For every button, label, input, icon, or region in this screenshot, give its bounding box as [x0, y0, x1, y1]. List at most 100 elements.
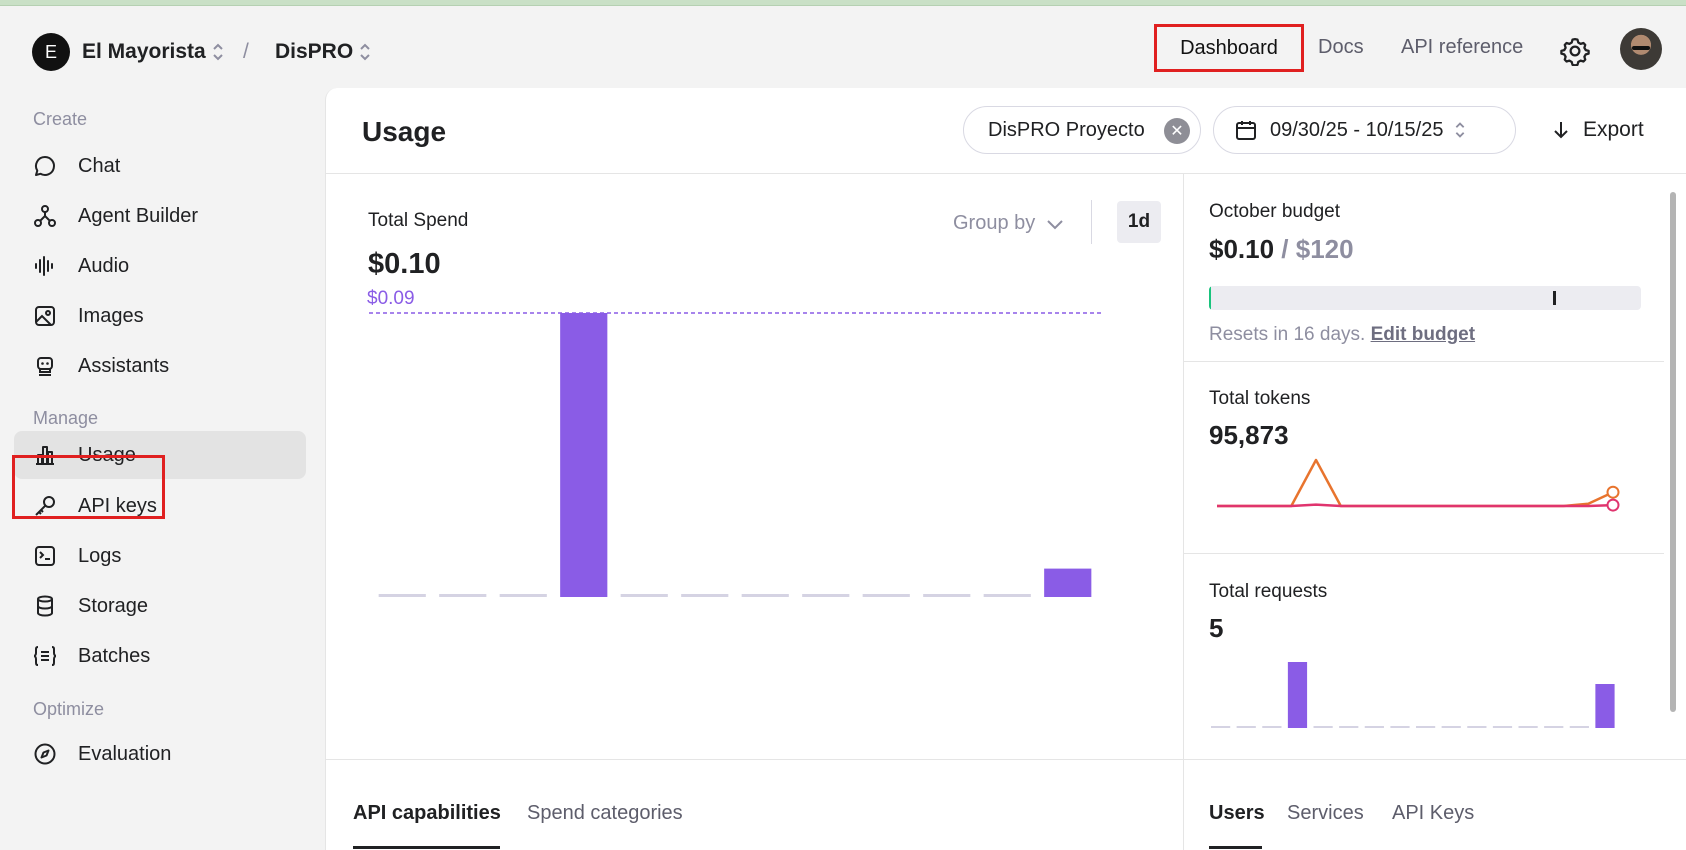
sidebar-item-batches[interactable]: Batches	[14, 632, 306, 680]
edit-budget-link[interactable]: Edit budget	[1370, 324, 1476, 345]
sidebar-item-label: Batches	[78, 644, 151, 667]
requests-bar-empty	[1211, 726, 1231, 728]
tokens-series-end-dot	[1606, 485, 1620, 499]
total-spend-chart: $0.09Sep 30Oct 15	[367, 288, 1101, 597]
sidebar-item-label: Evaluation	[78, 742, 172, 765]
nav-docs[interactable]: Docs	[1318, 36, 1364, 58]
sidebar-item-assistants[interactable]: Assistants	[14, 342, 306, 390]
sidebar: Create Chat Agent Builder Audio Images A…	[0, 88, 325, 850]
requests-bar-empty	[1339, 726, 1359, 728]
sidebar-item-label: Agent Builder	[78, 204, 199, 227]
export-label: Export	[1583, 118, 1644, 141]
total-spend-label: Total Spend	[368, 210, 469, 231]
tab-api-capabilities[interactable]: API capabilities	[353, 802, 501, 824]
sidebar-item-audio[interactable]: Audio	[14, 242, 306, 290]
database-icon	[32, 593, 58, 619]
group-by-dropdown[interactable]: Group by	[953, 212, 1065, 235]
org-avatar[interactable]: E	[32, 33, 70, 71]
tokens-series-line	[1217, 503, 1614, 508]
main-panel: Usage DisPRO Proyecto ✕ 09/30/25 - 10/15…	[325, 88, 1686, 850]
bar-chart-icon	[32, 442, 58, 468]
project-filter-pill[interactable]: DisPRO Proyecto ✕	[963, 106, 1201, 154]
clear-filter-icon[interactable]: ✕	[1164, 118, 1190, 144]
sidebar-item-label: Audio	[78, 254, 130, 277]
requests-bar-empty	[1236, 726, 1256, 728]
page-header: Usage DisPRO Proyecto ✕ 09/30/25 - 10/15…	[326, 88, 1686, 174]
requests-bar-empty	[1569, 726, 1589, 728]
spend-bar	[560, 313, 608, 597]
requests-bar-chart	[1211, 662, 1615, 728]
sidebar-item-evaluation[interactable]: Evaluation	[14, 730, 306, 778]
tokens-label: Total tokens	[1209, 388, 1311, 409]
sidebar-item-label: Storage	[78, 594, 149, 617]
browser-top-strip	[0, 0, 1686, 6]
braces-list-icon	[32, 643, 58, 669]
requests-bar-empty	[1364, 726, 1384, 728]
tokens-series-end-dot	[1606, 498, 1620, 512]
spend-bar-empty	[378, 594, 426, 597]
project-chevron-updown-icon[interactable]	[358, 40, 372, 64]
nav-api-reference[interactable]: API reference	[1401, 36, 1524, 58]
requests-bar	[1595, 684, 1615, 728]
toolbar-divider	[1091, 200, 1092, 244]
budget-limit: / $120	[1274, 234, 1354, 264]
org-chevron-updown-icon[interactable]	[211, 40, 225, 64]
sidebar-item-label: Usage	[78, 443, 136, 466]
sidebar-item-logs[interactable]: Logs	[14, 532, 306, 580]
summary-column: October budget $0.10 / $120 Resets in 16…	[1184, 174, 1686, 759]
chevron-updown-icon	[1456, 122, 1465, 138]
active-tab-indicator	[1209, 846, 1262, 849]
calendar-icon	[1236, 121, 1256, 140]
group-by-label: Group by	[953, 212, 1036, 234]
chat-bubble-icon	[32, 153, 58, 179]
requests-bar-empty	[1441, 726, 1461, 728]
tab-users[interactable]: Users	[1209, 802, 1265, 824]
settings-gear-icon[interactable]	[1560, 36, 1590, 66]
top-bar: E El Mayorista / DisPRO Dashboard Docs A…	[0, 6, 1686, 88]
total-spend-value: $0.10	[368, 248, 441, 280]
date-range-label: 09/30/25 - 10/15/25	[1270, 118, 1444, 141]
tokens-series-line	[1217, 458, 1614, 508]
requests-bar-empty	[1313, 726, 1333, 728]
spend-bar-empty	[862, 594, 910, 597]
sidebar-item-usage[interactable]: Usage	[14, 431, 306, 479]
requests-bar-empty	[1467, 726, 1487, 728]
budget-spent: $0.10	[1209, 234, 1275, 264]
budget-section: October budget $0.10 / $120 Resets in 16…	[1184, 174, 1664, 362]
sidebar-item-label: Images	[78, 304, 144, 327]
tab-services[interactable]: Services	[1287, 802, 1364, 824]
sidebar-item-api-keys[interactable]: API keys	[14, 482, 306, 530]
sidebar-item-chat[interactable]: Chat	[14, 142, 306, 190]
max-line-label: $0.09	[367, 288, 415, 309]
budget-label: October budget	[1209, 201, 1340, 222]
audio-waveform-icon	[32, 253, 58, 279]
robot-icon	[32, 353, 58, 379]
user-avatar[interactable]	[1620, 28, 1662, 70]
requests-bar-empty	[1544, 726, 1564, 728]
date-range-picker[interactable]: 09/30/25 - 10/15/25	[1213, 106, 1516, 154]
section-manage: Manage	[33, 408, 99, 428]
agent-network-icon	[32, 203, 58, 229]
requests-section: Total requests 5	[1184, 554, 1664, 759]
interval-1d-button[interactable]: 1d	[1117, 201, 1161, 243]
org-switcher[interactable]: El Mayorista	[82, 40, 206, 63]
requests-bar-empty	[1390, 726, 1410, 728]
spend-bar-empty	[499, 594, 547, 597]
requests-bar-empty	[1262, 726, 1282, 728]
export-button[interactable]: Export	[1551, 118, 1644, 142]
summary-scrollbar[interactable]	[1670, 192, 1676, 712]
sidebar-item-images[interactable]: Images	[14, 292, 306, 340]
project-switcher[interactable]: DisPRO	[275, 40, 354, 63]
nav-dashboard[interactable]: Dashboard	[1154, 24, 1304, 72]
budget-reset-text: Resets in 16 days. Edit budget	[1209, 324, 1475, 346]
tab-api-keys[interactable]: API Keys	[1392, 802, 1475, 824]
requests-label: Total requests	[1209, 581, 1328, 602]
sidebar-item-agent-builder[interactable]: Agent Builder	[14, 192, 306, 240]
page-title: Usage	[362, 116, 447, 147]
budget-resets: Resets in 16 days.	[1209, 324, 1366, 345]
tab-spend-categories[interactable]: Spend categories	[527, 802, 683, 824]
sidebar-item-label: API keys	[78, 494, 157, 517]
sidebar-item-storage[interactable]: Storage	[14, 582, 306, 630]
key-icon	[32, 493, 58, 519]
spend-bar-empty	[802, 594, 850, 597]
